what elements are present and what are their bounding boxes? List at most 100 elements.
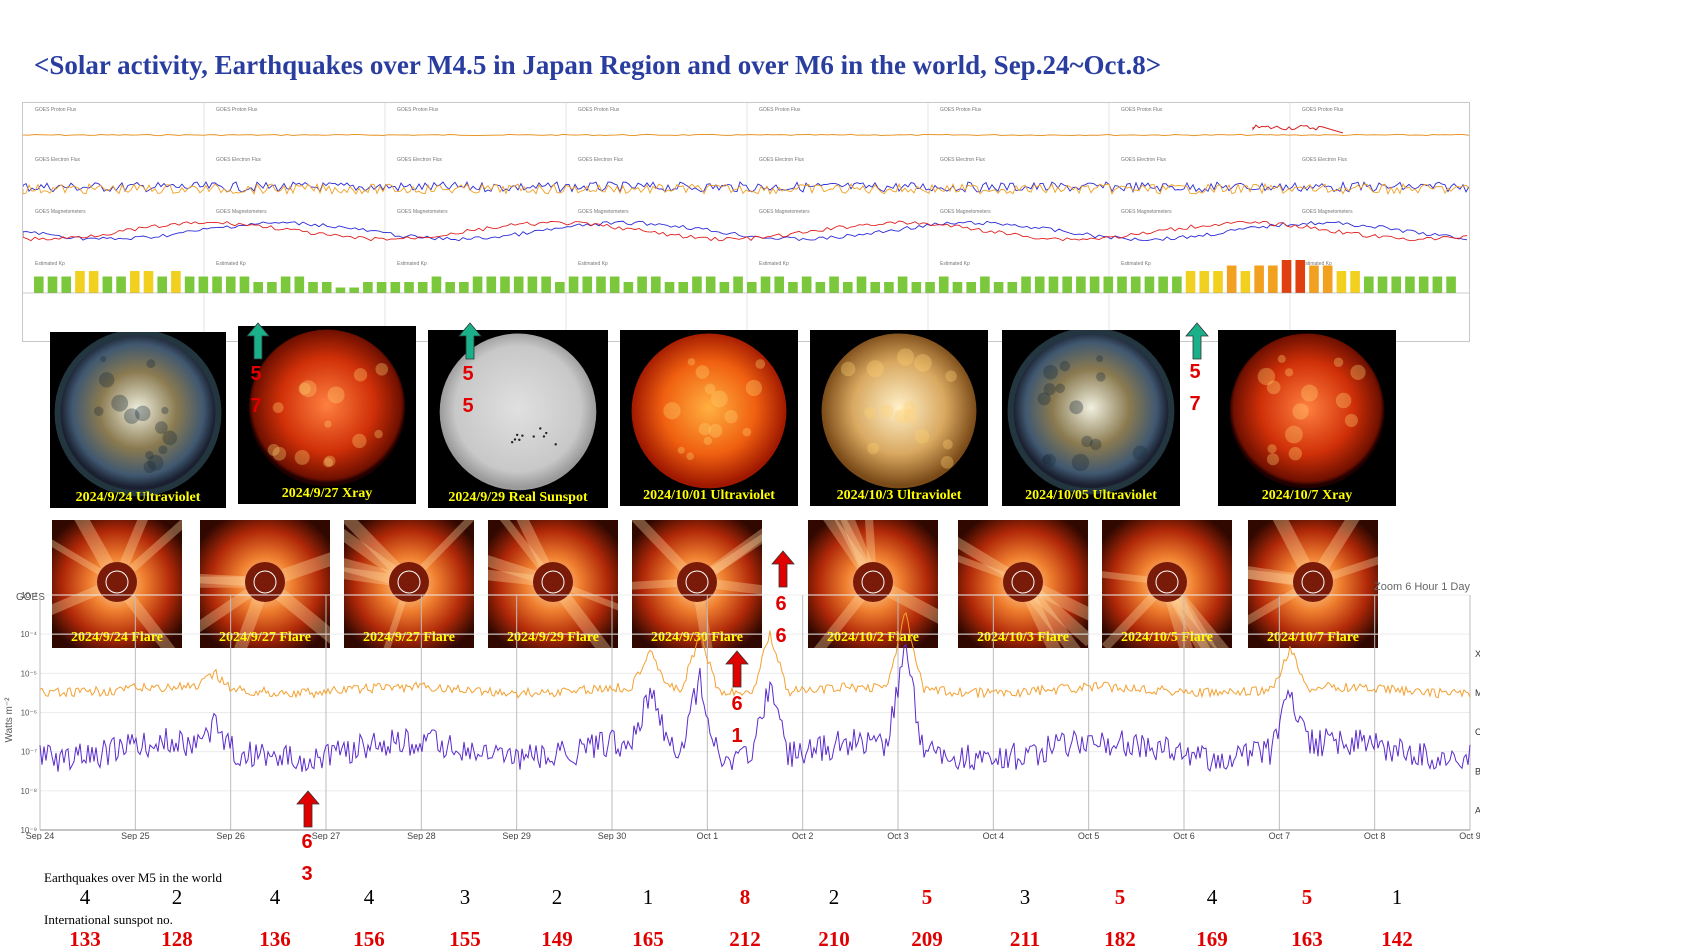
kp-bar <box>788 282 798 293</box>
goes-class-label: M <box>1475 688 1480 698</box>
marker-magnitude-decimal: 7 <box>250 395 262 417</box>
kp-bar <box>1213 271 1223 293</box>
coronagraph-image-3: 2024/9/27 Flare <box>344 520 474 648</box>
kp-bar <box>171 271 181 293</box>
sunspot-number: 165 <box>632 927 664 951</box>
kp-bar <box>1117 276 1127 293</box>
kp-bar <box>1377 276 1388 293</box>
sunspot-number: 212 <box>729 927 761 951</box>
kp-bar <box>1021 276 1031 293</box>
top-panel-label: GOES Proton Flux <box>216 107 258 113</box>
top-panel-label: GOES Proton Flux <box>759 107 801 113</box>
kp-bar <box>198 276 209 293</box>
marker-magnitude-digit: 5 <box>1189 361 1201 383</box>
kp-bar <box>609 276 620 293</box>
goes-y-axis-label: Watts m⁻² <box>4 697 15 743</box>
kp-bar <box>1062 276 1072 293</box>
goes-x-tick: Oct 5 <box>1078 831 1100 840</box>
goes-x-tick: Oct 3 <box>887 831 909 840</box>
top-panel-label: GOES Magnetometers <box>35 209 86 215</box>
green-up-arrow-icon <box>1185 322 1209 360</box>
kp-bar <box>1418 276 1429 293</box>
kp-bar <box>376 282 387 293</box>
goes-y-tick: 10⁻³ <box>21 591 37 600</box>
kp-bar <box>239 276 250 293</box>
kp-bar <box>1226 265 1237 293</box>
kp-bar <box>404 282 414 293</box>
sunspot-number: 169 <box>1196 927 1228 951</box>
kp-bar <box>225 276 236 293</box>
top-panel-label: Estimated Kp <box>35 261 65 267</box>
sun-disk-graphic <box>1229 333 1385 489</box>
earthquake-count: 4 <box>269 885 281 909</box>
kp-bar <box>1076 276 1086 293</box>
kp-bar <box>582 276 593 293</box>
kp-bar <box>143 271 154 293</box>
top-panel-label: GOES Magnetometers <box>216 209 267 215</box>
goes-x-tick: Sep 29 <box>502 831 531 840</box>
goes-x-tick: Oct 6 <box>1173 831 1195 840</box>
earthquake-count: 2 <box>551 885 563 909</box>
sun-image-5: 2024/10/3 Ultraviolet <box>810 330 988 506</box>
red-up-arrow-icon <box>725 650 749 688</box>
earthquake-count: 2 <box>828 885 840 909</box>
coronagraph-image-2: 2024/9/27 Flare <box>200 520 330 648</box>
sun-image-caption: 2024/9/29 Real Sunspot <box>448 490 588 505</box>
kp-bar <box>75 271 85 293</box>
top-panel-label: Estimated Kp <box>578 261 608 267</box>
marker-magnitude-decimal: 1 <box>731 725 743 747</box>
earthquake-count: 5 <box>1301 885 1313 909</box>
sun-disk-graphic <box>821 333 977 489</box>
top-panel-label: GOES Magnetometers <box>578 209 629 215</box>
sunspot-number: 149 <box>541 927 573 951</box>
green-up-arrow-icon <box>246 322 270 360</box>
top-panel-label: GOES Magnetometers <box>759 209 810 215</box>
kp-bar <box>212 276 222 293</box>
kp-bar <box>527 276 538 293</box>
sunspot-number: 209 <box>911 927 943 951</box>
kp-bar <box>116 276 126 293</box>
kp-bar <box>129 271 140 293</box>
coronagraph-graphic <box>344 520 474 648</box>
kp-bar <box>459 282 469 293</box>
kp-bar <box>1240 271 1251 293</box>
top-panel-label: GOES Proton Flux <box>1121 107 1163 113</box>
kp-bar <box>870 282 881 293</box>
goes-class-label: B <box>1475 766 1480 776</box>
earthquake-row-title: Earthquakes over M5 in the world <box>44 870 222 885</box>
goes-x-tick: Sep 28 <box>407 831 436 840</box>
proton-flux-line <box>23 133 1469 137</box>
top-panel-label: GOES Proton Flux <box>940 107 982 113</box>
sunspot-number: 136 <box>259 927 291 951</box>
kp-bar <box>678 282 689 293</box>
xray-short-line <box>39 643 1471 773</box>
kp-bar <box>1281 260 1292 293</box>
kp-bar <box>747 282 757 293</box>
marker-magnitude-digit: 6 <box>775 593 787 615</box>
sunspot-number: 211 <box>1009 927 1041 951</box>
top-panel-label: Estimated Kp <box>1121 261 1151 267</box>
goes-y-tick: 10⁻⁴ <box>20 630 37 639</box>
kp-bar <box>1103 276 1114 293</box>
top-panel-label: GOES Electron Flux <box>216 157 262 163</box>
top-panel-label: Estimated Kp <box>397 261 427 267</box>
top-panel-label: GOES Proton Flux <box>35 107 77 113</box>
kp-bar <box>1322 265 1333 293</box>
goes-x-tick: Oct 1 <box>697 831 719 840</box>
sunspot-row-title: International sunspot no. <box>44 912 173 927</box>
earthquake-count: 8 <box>739 885 751 909</box>
kp-bar <box>897 276 908 293</box>
kp-bar <box>486 276 497 293</box>
kp-bar <box>637 276 647 293</box>
coronagraph-graphic <box>52 520 182 648</box>
kp-bar <box>1158 276 1168 293</box>
kp-bar <box>1130 276 1141 293</box>
top-panel-label: GOES Electron Flux <box>759 157 805 163</box>
marker-magnitude-digit: 6 <box>301 831 313 853</box>
goes-y-tick: 10⁻⁷ <box>21 748 37 757</box>
sunspot-number: 128 <box>161 927 193 951</box>
goes-x-tick: Oct 8 <box>1364 831 1386 840</box>
earthquake-count: 3 <box>1019 885 1031 909</box>
space-weather-overview-svg: GOES Proton Flux GOES Proton Flux GOES Pro… <box>23 103 1469 341</box>
